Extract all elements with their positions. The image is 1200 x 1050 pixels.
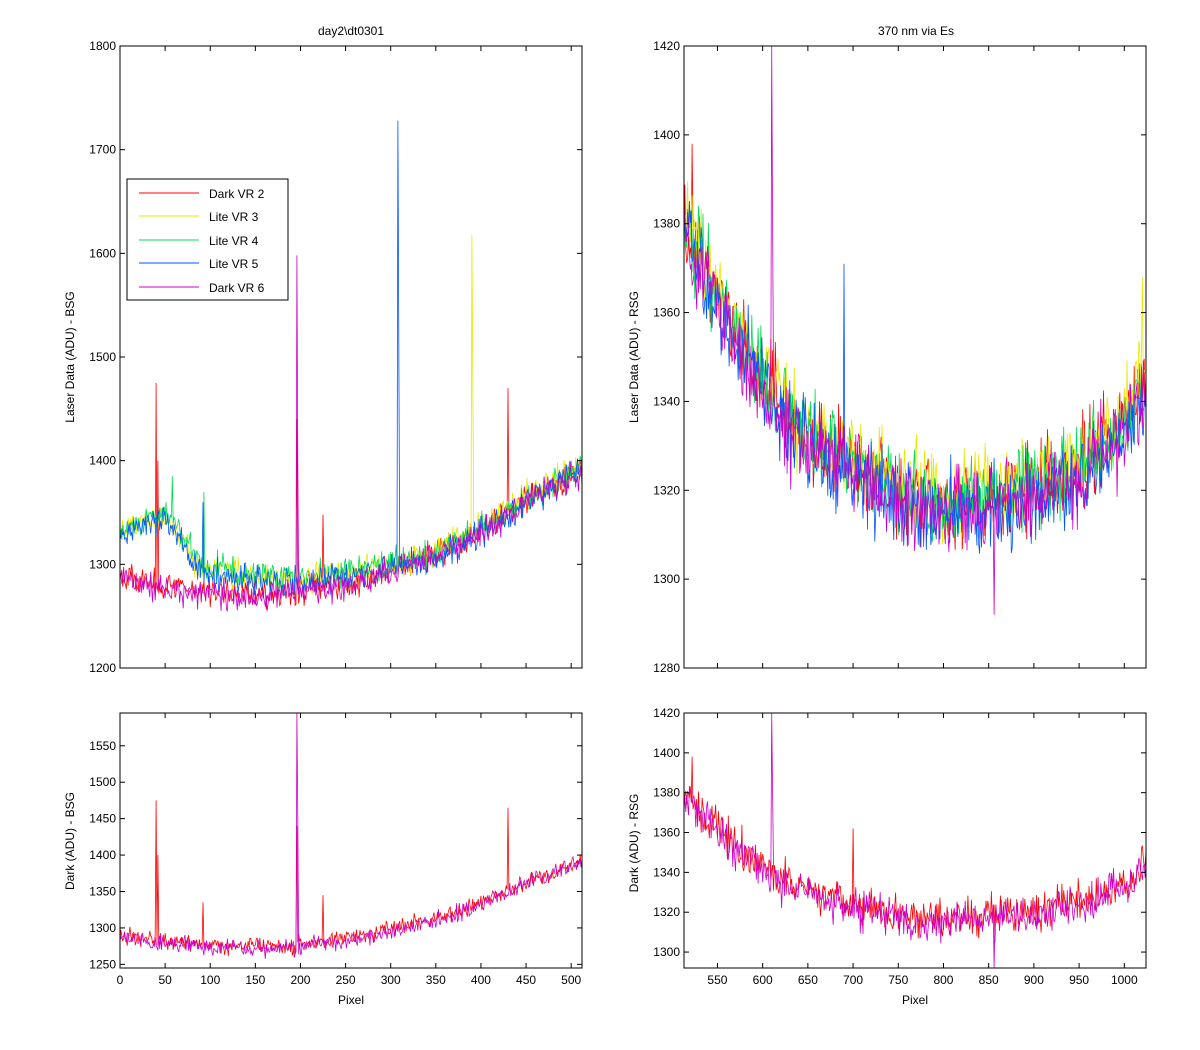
- y-tick-label: 1600: [89, 246, 116, 260]
- y-tick-label: 1250: [89, 957, 116, 971]
- y-tick-label: 1200: [89, 661, 116, 675]
- chart-title-left: day2\dt0301: [318, 24, 384, 38]
- x-tick-label: 100: [200, 973, 220, 987]
- top-left-plot: 1200 1300 1400 1500 1600 1700 1800: [89, 39, 583, 675]
- y-tick-label: 1500: [89, 350, 116, 364]
- bottom-left-plot: 1250 1300 1350 1400 1450 1500 1550 0 50 100 150 200…: [89, 712, 583, 987]
- y-tick-label: 1300: [653, 945, 680, 959]
- x-tick-label: 50: [158, 973, 172, 987]
- series-line-lite-vr-5: [684, 200, 1146, 554]
- x-tick-label: 850: [979, 973, 999, 987]
- y-tick-label: 1300: [89, 557, 116, 571]
- y-tick-label: 1400: [89, 848, 116, 862]
- x-tick-label: 250: [336, 973, 356, 987]
- y-tick-label: 1340: [653, 865, 680, 879]
- legend-label-lite-vr-4: Lite VR 4: [209, 234, 259, 248]
- series-line-dark-vr-6: [684, 713, 1146, 968]
- x-tick-label: 800: [933, 973, 953, 987]
- x-tick-label: 400: [471, 973, 491, 987]
- y-label-top-right: Laser Data (ADU) - RSG: [627, 291, 641, 423]
- y-tick-label: 1360: [653, 826, 680, 840]
- legend-label-dark-vr-2: Dark VR 2: [209, 187, 265, 201]
- chart-title-right: 370 nm via Es: [878, 24, 954, 38]
- x-tick-label: 450: [516, 973, 536, 987]
- y-tick-label: 1320: [653, 905, 680, 919]
- top-right-plot: 1280 1300 1320 1340 1360 1380 1400 1420: [653, 39, 1147, 675]
- x-tick-label: 0: [117, 973, 124, 987]
- x-tick-label: 1000: [1111, 973, 1138, 987]
- x-tick-label: 950: [1069, 973, 1089, 987]
- series-line-dark-vr-6: [120, 255, 582, 612]
- y-label-bottom-right: Dark (ADU) - RSG: [627, 794, 641, 893]
- x-tick-label: 750: [888, 973, 908, 987]
- plot-frame: [683, 45, 1147, 669]
- y-tick-label: 1500: [89, 775, 116, 789]
- series-line-lite-vr-5: [120, 120, 582, 596]
- plot-frame: [119, 712, 583, 969]
- y-tick-label: 1800: [89, 39, 116, 53]
- y-tick-label: 1550: [89, 739, 116, 753]
- x-tick-label: 550: [707, 973, 727, 987]
- series-line-dark-vr-6: [684, 46, 1146, 615]
- x-tick-label: 600: [753, 973, 773, 987]
- y-tick-label: 1420: [653, 39, 680, 53]
- y-tick-label: 1300: [89, 921, 116, 935]
- legend-label-lite-vr-3: Lite VR 3: [209, 210, 259, 224]
- x-label-bottom-left: Pixel: [338, 993, 364, 1007]
- x-tick-label: 200: [290, 973, 310, 987]
- x-label-bottom-right: Pixel: [902, 993, 928, 1007]
- x-tick-label: 500: [561, 973, 581, 987]
- y-tick-label: 1300: [653, 572, 680, 586]
- y-tick-label: 1380: [653, 786, 680, 800]
- series-line-dark-vr-6: [120, 713, 582, 959]
- x-tick-label: 300: [381, 973, 401, 987]
- y-tick-label: 1420: [653, 706, 680, 720]
- y-tick-label: 1400: [89, 454, 116, 468]
- y-label-top-left: Laser Data (ADU) - BSG: [63, 291, 77, 422]
- y-tick-label: 1360: [653, 306, 680, 320]
- x-tick-label: 150: [245, 973, 265, 987]
- bottom-right-plot: 1300 1320 1340 1360 1380 1400 1420 550 600 650 700…: [653, 706, 1147, 987]
- legend-label-lite-vr-5: Lite VR 5: [209, 257, 259, 271]
- x-tick-label: 650: [798, 973, 818, 987]
- legend: Dark VR 2 Lite VR 3 Lite VR 4 Lite VR 5 …: [126, 178, 289, 301]
- x-tick-label: 700: [843, 973, 863, 987]
- plot-frame: [683, 712, 1147, 969]
- series-line-lite-vr-4: [684, 205, 1146, 542]
- y-tick-label: 1280: [653, 661, 680, 675]
- y-tick-label: 1450: [89, 812, 116, 826]
- legend-label-dark-vr-6: Dark VR 6: [209, 281, 265, 295]
- y-tick-label: 1700: [89, 143, 116, 157]
- y-label-bottom-left: Dark (ADU) - BSG: [63, 792, 77, 890]
- y-tick-label: 1400: [653, 746, 680, 760]
- y-tick-label: 1400: [653, 128, 680, 142]
- x-tick-label: 350: [426, 973, 446, 987]
- y-tick-label: 1340: [653, 394, 680, 408]
- y-tick-label: 1320: [653, 483, 680, 497]
- x-tick-label: 900: [1024, 973, 1044, 987]
- y-tick-label: 1380: [653, 217, 680, 231]
- y-tick-label: 1350: [89, 885, 116, 899]
